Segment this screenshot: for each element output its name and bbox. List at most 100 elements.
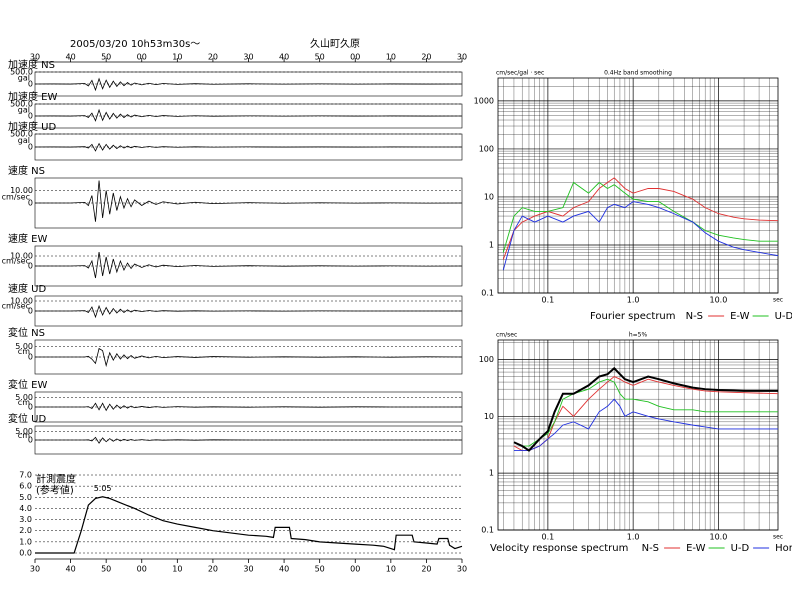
level-label: 0 — [28, 307, 33, 316]
spectrum-line — [513, 398, 778, 451]
level-label: 0 — [28, 436, 33, 445]
legend-label: N-S — [686, 311, 703, 322]
unit-label: cm — [18, 347, 30, 356]
spectrum-line — [513, 378, 778, 447]
station-name: 久山町久原 — [310, 38, 360, 50]
waveform — [34, 142, 463, 152]
y-tick-label: 7.0 — [19, 471, 32, 480]
x-tick-label: 00 — [137, 565, 147, 574]
time-tick-label: 30 — [457, 53, 467, 62]
y-tick-label: 4.0 — [19, 504, 32, 513]
legend-label: Horizon — [775, 543, 792, 554]
waveform — [35, 347, 463, 368]
time-tick-label: 50 — [315, 53, 325, 62]
unit-label: gal — [18, 136, 30, 145]
x-tick-label: 10 — [386, 565, 396, 574]
level-label: 0 — [28, 262, 33, 271]
smoothing-note: 0.4Hz band smoothing — [604, 70, 672, 77]
y-tick-label: 0.1 — [481, 526, 494, 535]
y-axis-label: cm/sec — [496, 332, 517, 339]
y-tick-label: 3.0 — [19, 515, 32, 524]
time-tick-label: 40 — [279, 53, 289, 62]
x-tick-label: 50 — [315, 565, 325, 574]
intensity-subtitle: (参考値) — [36, 484, 74, 497]
y-tick-label: 1 — [489, 469, 494, 478]
time-tick-label: 00 — [137, 53, 147, 62]
time-tick-label: 30 — [30, 53, 40, 62]
waveform — [35, 436, 462, 444]
time-tick-label: 10 — [172, 53, 182, 62]
spectrum-line — [502, 201, 779, 271]
y-tick-label: 0.0 — [19, 549, 32, 558]
x-tick-label: 1.0 — [627, 296, 640, 305]
level-label: 0 — [28, 199, 33, 208]
y-tick-label: 10 — [484, 192, 494, 201]
intensity-line — [35, 496, 463, 554]
x-tick-label: 0.1 — [542, 533, 555, 542]
y-tick-label: 100 — [479, 144, 494, 153]
x-tick-label: 40 — [65, 565, 75, 574]
x-tick-label: 50 — [101, 565, 111, 574]
level-label: 10.00 — [10, 297, 33, 306]
y-axis-label: cm/sec/gal · sec — [496, 70, 544, 77]
time-tick-label: 10 — [386, 53, 396, 62]
waveform — [35, 304, 462, 319]
channel-name: 変位 NS — [8, 326, 45, 339]
level-label: 10.00 — [10, 186, 33, 195]
time-tick-label: 00 — [350, 53, 360, 62]
legend-title: Fourier spectrum — [590, 311, 676, 322]
unit-label: cm/sec — [2, 302, 30, 311]
waveform — [34, 108, 463, 122]
level-label: 500.0 — [10, 68, 33, 77]
y-tick-label: 2.0 — [19, 526, 32, 535]
level-label: 5.00 — [15, 427, 33, 436]
level-label: 10.00 — [10, 252, 33, 261]
legend-label: E-W — [730, 311, 750, 322]
level-label: 0 — [28, 80, 33, 89]
unit-label: cm/sec — [2, 192, 30, 201]
unit-label: cm — [18, 431, 30, 440]
legend-label: E-W — [686, 543, 706, 554]
waveform — [34, 77, 463, 92]
x-tick-label: 20 — [421, 565, 431, 574]
time-tick-label: 30 — [243, 53, 253, 62]
channel-name: 速度 NS — [8, 164, 45, 177]
y-tick-label: 1000 — [474, 96, 494, 105]
unit-label: cm — [18, 398, 30, 407]
legend-label: U-D — [775, 311, 792, 322]
channel-name: 加速度 EW — [8, 90, 57, 103]
waveform — [35, 402, 462, 412]
smoothing-note: h=5% — [629, 332, 648, 339]
waveform — [35, 251, 463, 279]
unit-label: gal — [18, 106, 30, 115]
legend-label: N-S — [642, 543, 659, 554]
spectrum-line — [513, 366, 778, 452]
level-label: 0 — [28, 143, 33, 152]
time-tick-label: 40 — [65, 53, 75, 62]
intensity-title: 計測震度 — [36, 472, 76, 485]
x-tick-label: 30 — [243, 565, 253, 574]
channel-name: 加速度 NS — [8, 58, 55, 71]
x-tick-label: 10.0 — [709, 296, 727, 305]
y-tick-label: 5.0 — [19, 493, 32, 502]
time-tick-label: 20 — [421, 53, 431, 62]
x-axis-label: sec — [773, 534, 783, 541]
y-tick-label: 1 — [489, 240, 494, 249]
y-tick-label: 6.0 — [19, 482, 32, 491]
x-tick-label: 10.0 — [709, 533, 727, 542]
channel-name: 速度 UD — [8, 282, 46, 295]
level-label: 500.0 — [10, 130, 33, 139]
level-label: 0 — [28, 112, 33, 121]
level-label: 500.0 — [10, 100, 33, 109]
y-tick-label: 100 — [479, 355, 494, 364]
waveform — [35, 180, 463, 222]
record-time: 2005/03/20 10h53m30s～ — [70, 39, 200, 50]
level-label: 5.00 — [15, 342, 33, 351]
x-tick-label: 0.1 — [542, 296, 555, 305]
channel-name: 変位 EW — [8, 378, 47, 391]
legend-title: Velocity response spectrum — [490, 543, 628, 554]
level-label: 5.00 — [15, 393, 33, 402]
x-tick-label: 30 — [457, 565, 467, 574]
level-label: 0 — [28, 353, 33, 362]
